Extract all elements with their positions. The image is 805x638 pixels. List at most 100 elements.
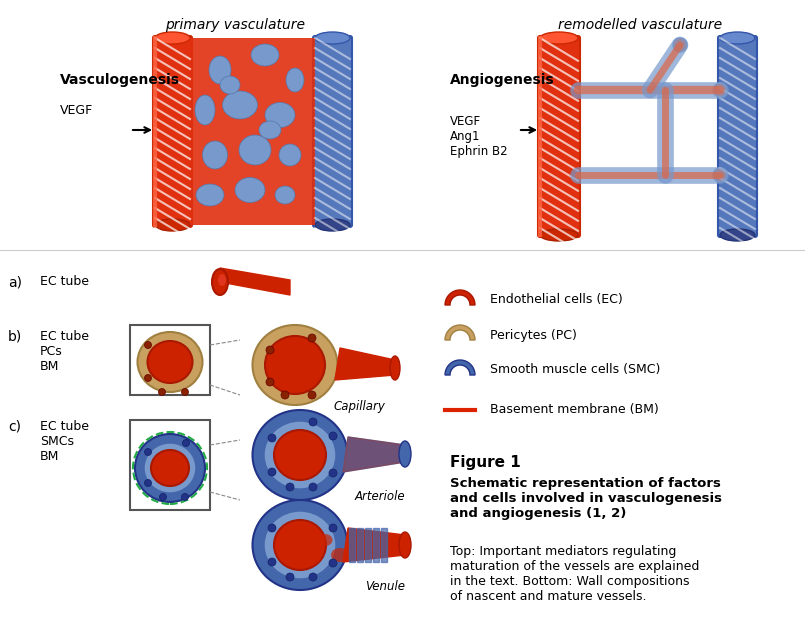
Polygon shape — [343, 437, 405, 472]
Ellipse shape — [329, 559, 337, 567]
Ellipse shape — [329, 524, 337, 532]
Ellipse shape — [235, 177, 265, 202]
Polygon shape — [357, 528, 363, 562]
Ellipse shape — [264, 511, 336, 579]
Ellipse shape — [147, 341, 192, 383]
Ellipse shape — [159, 494, 167, 500]
Text: Figure 1: Figure 1 — [450, 455, 521, 470]
Text: a): a) — [8, 275, 22, 289]
Text: Capillary: Capillary — [333, 400, 385, 413]
Ellipse shape — [308, 391, 316, 399]
Ellipse shape — [281, 391, 289, 399]
Ellipse shape — [145, 480, 151, 487]
Polygon shape — [445, 290, 475, 305]
Polygon shape — [373, 528, 379, 562]
Ellipse shape — [673, 38, 687, 52]
Ellipse shape — [274, 430, 326, 480]
Ellipse shape — [268, 558, 276, 566]
Ellipse shape — [286, 573, 294, 581]
Ellipse shape — [181, 389, 188, 396]
Ellipse shape — [259, 121, 281, 139]
FancyBboxPatch shape — [538, 36, 580, 237]
FancyBboxPatch shape — [718, 36, 757, 237]
Polygon shape — [343, 528, 405, 562]
Ellipse shape — [268, 468, 276, 476]
Ellipse shape — [309, 573, 317, 581]
Ellipse shape — [220, 76, 240, 94]
Ellipse shape — [264, 421, 336, 489]
Ellipse shape — [286, 483, 294, 491]
Text: c): c) — [8, 420, 21, 434]
Ellipse shape — [253, 410, 348, 500]
Ellipse shape — [253, 500, 348, 590]
Ellipse shape — [309, 418, 317, 426]
Ellipse shape — [713, 168, 727, 182]
Ellipse shape — [135, 434, 205, 502]
Ellipse shape — [253, 325, 337, 405]
Polygon shape — [335, 348, 395, 380]
Ellipse shape — [268, 434, 276, 442]
Ellipse shape — [331, 548, 349, 562]
Ellipse shape — [720, 229, 755, 241]
Text: Basement membrane (BM): Basement membrane (BM) — [490, 403, 658, 417]
Ellipse shape — [145, 375, 151, 382]
Ellipse shape — [329, 432, 337, 440]
Ellipse shape — [155, 32, 190, 44]
Ellipse shape — [279, 144, 301, 166]
Text: Venule: Venule — [365, 580, 405, 593]
Ellipse shape — [195, 95, 215, 125]
FancyBboxPatch shape — [130, 420, 210, 510]
Ellipse shape — [274, 520, 326, 570]
Ellipse shape — [144, 443, 196, 493]
Polygon shape — [343, 437, 405, 472]
Ellipse shape — [268, 524, 276, 532]
Ellipse shape — [203, 141, 228, 169]
Ellipse shape — [317, 534, 332, 546]
Text: Endothelial cells (EC): Endothelial cells (EC) — [490, 293, 623, 306]
Ellipse shape — [155, 219, 190, 231]
Ellipse shape — [251, 44, 279, 66]
Text: Top: Important mediators regulating
maturation of the vessels are explained
in t: Top: Important mediators regulating matu… — [450, 545, 700, 603]
Ellipse shape — [309, 483, 317, 491]
Ellipse shape — [399, 532, 411, 558]
Text: Smooth muscle cells (SMC): Smooth muscle cells (SMC) — [490, 364, 660, 376]
Ellipse shape — [308, 334, 316, 342]
Ellipse shape — [315, 219, 350, 231]
Ellipse shape — [309, 553, 321, 563]
Ellipse shape — [315, 32, 350, 44]
Text: Angiogenesis: Angiogenesis — [450, 73, 555, 87]
Text: primary vasculature: primary vasculature — [165, 18, 305, 32]
Ellipse shape — [399, 441, 411, 467]
Ellipse shape — [196, 184, 224, 206]
Ellipse shape — [151, 450, 189, 486]
Ellipse shape — [265, 336, 325, 394]
Text: EC tube
PCs
BM: EC tube PCs BM — [40, 330, 89, 373]
Text: Schematic representation of factors
and cells involved in vasculogenesis
and ang: Schematic representation of factors and … — [450, 477, 722, 520]
Text: Vasculogenesis: Vasculogenesis — [60, 73, 180, 87]
Text: EC tube
SMCs
BM: EC tube SMCs BM — [40, 420, 89, 463]
Ellipse shape — [159, 389, 166, 396]
Polygon shape — [349, 528, 355, 562]
Ellipse shape — [183, 440, 189, 447]
Text: remodelled vasculature: remodelled vasculature — [558, 18, 722, 32]
Polygon shape — [381, 528, 387, 562]
Text: Arteriole: Arteriole — [354, 490, 405, 503]
FancyBboxPatch shape — [153, 36, 192, 227]
Ellipse shape — [138, 332, 203, 392]
Text: EC tube: EC tube — [40, 275, 89, 288]
Ellipse shape — [266, 378, 274, 386]
Ellipse shape — [266, 346, 274, 354]
Ellipse shape — [181, 494, 188, 500]
FancyBboxPatch shape — [130, 325, 210, 395]
Ellipse shape — [212, 269, 228, 295]
Ellipse shape — [239, 135, 271, 165]
Ellipse shape — [209, 56, 231, 84]
Polygon shape — [365, 528, 371, 562]
Ellipse shape — [329, 469, 337, 477]
Polygon shape — [445, 325, 475, 340]
Bar — [190, 38, 315, 225]
Ellipse shape — [275, 186, 295, 204]
Polygon shape — [220, 268, 290, 295]
Ellipse shape — [713, 83, 727, 97]
Ellipse shape — [390, 356, 400, 380]
